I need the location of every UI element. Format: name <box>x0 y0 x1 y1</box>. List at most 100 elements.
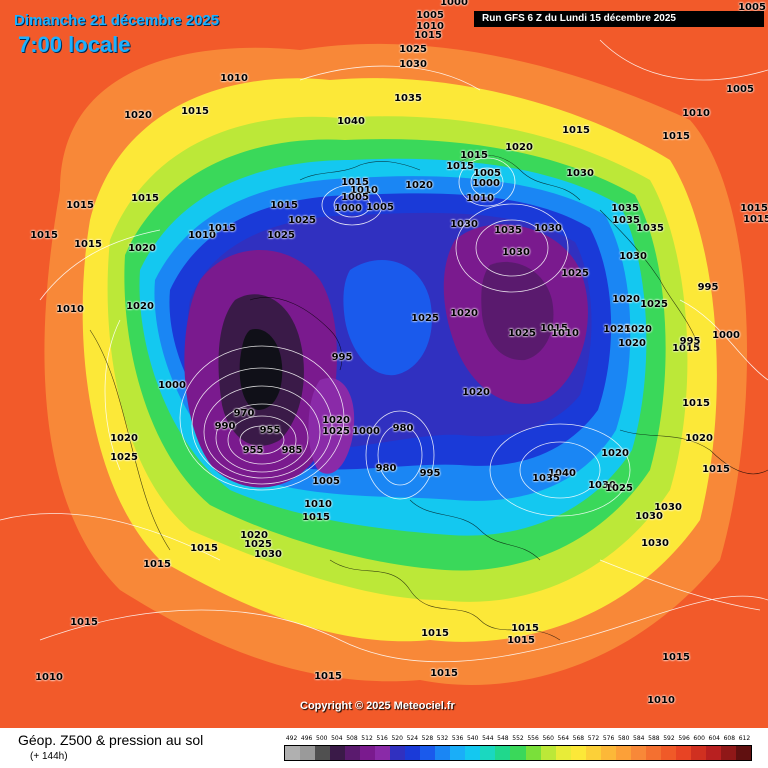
isobar-value-label: 1015 <box>66 200 94 211</box>
isobar-value-label: 1015 <box>430 668 458 679</box>
isobar-value-label: 1015 <box>662 131 690 142</box>
polar-blue-lobe <box>343 260 432 376</box>
isobar-value-label: 1000 <box>158 380 186 391</box>
isobar-value-label: 1010 <box>56 304 84 315</box>
isobar-value-label: 1015 <box>181 106 209 117</box>
isobar-value-label: 1030 <box>566 168 594 179</box>
scale-label: 508 <box>346 735 358 742</box>
scale-swatch <box>645 746 661 760</box>
isobar-value-label: 995 <box>679 336 701 347</box>
scale-label: 596 <box>678 735 690 742</box>
isobar-value-label: 1020 <box>601 448 629 459</box>
isobar-value-label: 1015 <box>672 343 700 354</box>
scale-label: 564 <box>557 735 570 742</box>
scale-label: 568 <box>572 735 585 742</box>
scale-label: 512 <box>361 735 373 742</box>
scale-swatch <box>285 746 301 760</box>
isobar-value-label: 1015 <box>302 512 330 523</box>
isobar-value-label: 1030 <box>450 219 478 230</box>
isobar-value-label: 1010 <box>35 672 63 683</box>
coastlines <box>89 154 768 641</box>
isobar-value-label: 1020 <box>450 308 478 319</box>
scale-label: 540 <box>466 735 479 742</box>
scale-swatch <box>360 746 376 760</box>
color-scale-bar <box>284 745 752 761</box>
isobar-value-label: 1025 <box>603 324 631 335</box>
scale-label: 588 <box>648 735 660 742</box>
isobar-value-label: 1030 <box>635 511 663 522</box>
scale-label: 584 <box>633 735 645 742</box>
isobar-value-label: 980 <box>392 423 414 434</box>
scale-swatch <box>600 746 616 760</box>
scale-label: 516 <box>376 735 388 742</box>
forecast-hour: (+ 144h) <box>30 751 68 762</box>
isobar-value-label: 1015 <box>702 464 730 475</box>
isobar-value-label: 955 <box>242 445 264 456</box>
isobar-value-label: 955 <box>259 425 281 436</box>
isobar-value-label: 1025 <box>508 328 536 339</box>
isobar-value-label: 1015 <box>314 671 342 682</box>
isobar-value-label: 1015 <box>460 150 488 161</box>
isobar-value-label: 1010 <box>220 73 248 84</box>
isobar-value-label: 1010 <box>188 230 216 241</box>
scale-label: 548 <box>497 735 509 742</box>
isobar-value-label: 1020 <box>505 142 533 153</box>
isobar-value-label: 1015 <box>30 230 58 241</box>
isobar-value-label: 1015 <box>131 193 159 204</box>
isobar-value-label: 1025 <box>561 268 589 279</box>
scale-swatch <box>735 746 751 760</box>
scale-label: 560 <box>542 735 554 742</box>
scale-swatch <box>615 746 631 760</box>
isobar-value-label: 1010 <box>647 695 675 706</box>
isobar-value-label: 1015 <box>743 214 768 225</box>
scale-label: 576 <box>602 735 615 742</box>
isobar-value-label: 1020 <box>110 433 138 444</box>
scale-swatch <box>375 746 391 760</box>
isobar-value-label: 1000 <box>334 203 362 214</box>
isobar-value-label: 1020 <box>240 530 268 541</box>
isobar-value-label: 985 <box>281 445 303 456</box>
scale-label: 528 <box>421 735 434 742</box>
isobar-value-label: 1035 <box>494 225 522 236</box>
scale-label: 592 <box>663 735 675 742</box>
isobar-value-label: 1015 <box>511 623 539 634</box>
isobar-value-label: 1010 <box>350 185 378 196</box>
scale-label: 608 <box>723 735 736 742</box>
isobar-value-label: 1020 <box>124 110 152 121</box>
isobar-value-label: 1010 <box>304 499 332 510</box>
model-run-info: Run GFS 6 Z du Lundi 15 décembre 2025 <box>474 11 764 27</box>
trough-atlantic <box>308 378 355 474</box>
isobar-value-label: 1000 <box>440 0 468 8</box>
isobar-value-label: 1025 <box>399 44 427 55</box>
scale-swatch <box>495 746 511 760</box>
scale-label: 612 <box>738 735 751 742</box>
copyright-notice: Copyright © 2025 Meteociel.fr <box>300 700 455 712</box>
isobar-value-label: 1005 <box>312 476 340 487</box>
isobar-value-label: 1015 <box>74 239 102 250</box>
scale-swatch <box>435 746 451 760</box>
scale-swatch <box>450 746 466 760</box>
isobar-value-label: 1030 <box>534 223 562 234</box>
isobar-value-label: 1035 <box>611 203 639 214</box>
isobar-value-label: 1020 <box>322 415 350 426</box>
scale-swatch <box>720 746 736 760</box>
scale-swatch <box>405 746 421 760</box>
isobar-value-label: 990 <box>214 421 236 432</box>
isobar-value-label: 1015 <box>507 635 535 646</box>
isobar-value-label: 1035 <box>394 93 422 104</box>
isobar-value-label: 1030 <box>502 247 530 258</box>
scale-label: 532 <box>436 735 449 742</box>
isobar-value-label: 1025 <box>267 230 295 241</box>
isobar-value-label: 1035 <box>636 223 664 234</box>
isobar-value-label: 1025 <box>322 426 350 437</box>
isobar-value-label: 995 <box>697 282 719 293</box>
isobar-value-label: 1010 <box>416 21 444 32</box>
isobar-value-label: 1030 <box>641 538 669 549</box>
forecast-time-title: 7:00 locale <box>18 32 131 57</box>
isobar-value-label: 1015 <box>421 628 449 639</box>
scale-label: 496 <box>300 735 313 742</box>
scale-swatch <box>480 746 496 760</box>
isobar-value-label: 1030 <box>654 502 682 513</box>
isobar-value-label: 1020 <box>618 338 646 349</box>
geopotential-field <box>0 39 768 686</box>
